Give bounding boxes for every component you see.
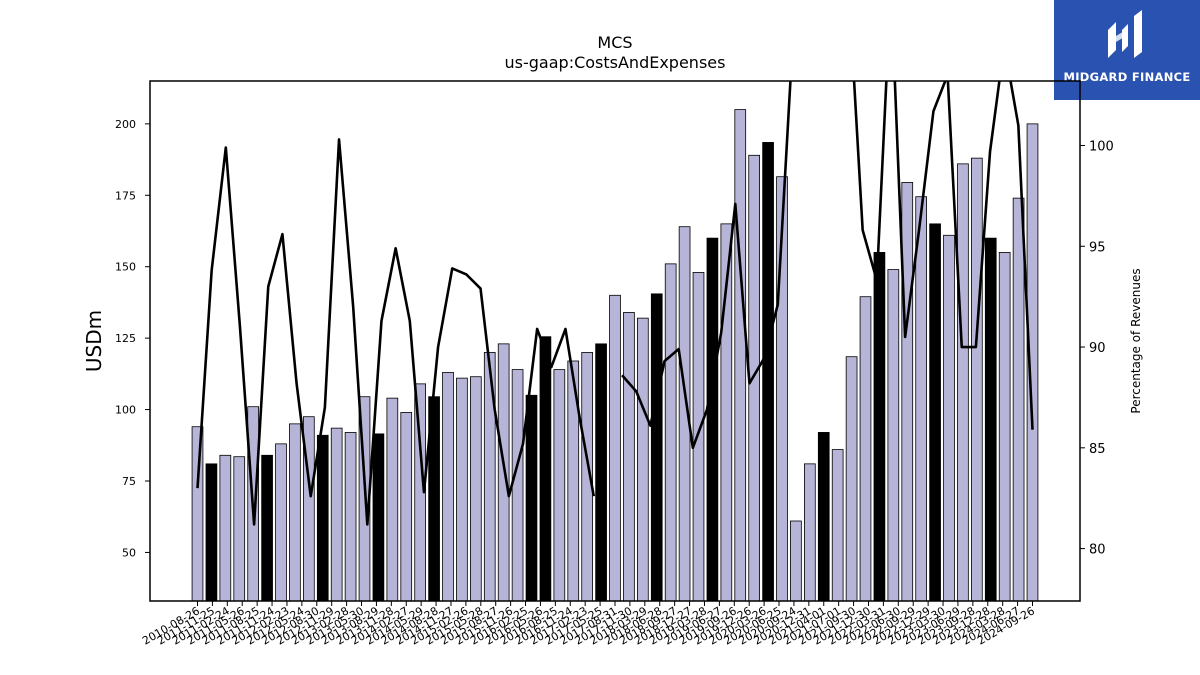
bar <box>553 369 566 602</box>
bar <box>873 252 886 602</box>
bar <box>845 356 858 602</box>
bar <box>289 423 301 602</box>
left-y-axis: 50 75 100 125 150 175 200 <box>115 118 150 559</box>
bar <box>692 272 705 602</box>
bar <box>664 263 677 602</box>
bar <box>595 343 607 602</box>
bar <box>261 454 273 602</box>
chart-title: MCS <box>597 33 632 52</box>
bar <box>790 520 802 602</box>
bar <box>539 336 552 602</box>
y-tick-label: 100 <box>115 404 136 417</box>
y2-tick-label: 90 <box>1089 341 1106 356</box>
bar <box>901 182 914 602</box>
line-series <box>196 81 1034 526</box>
y-tick-label: 200 <box>115 118 136 131</box>
bar <box>344 432 357 602</box>
y-tick-label: 150 <box>115 261 136 274</box>
bar <box>316 434 329 602</box>
x-axis: 2010-08-262011-11-252011-02-242011-05-26… <box>140 601 1037 648</box>
bar <box>456 377 468 602</box>
midgard-finance-logo: MIDGARD FINANCE <box>1054 0 1200 100</box>
bar <box>748 154 760 602</box>
y2-tick-label: 95 <box>1089 240 1106 255</box>
bar <box>470 376 482 602</box>
bar <box>511 369 524 602</box>
percentage-line <box>196 81 1034 526</box>
bar <box>831 449 844 602</box>
bar <box>233 456 246 602</box>
bar <box>275 443 287 602</box>
bar <box>637 317 649 602</box>
bar <box>442 372 454 602</box>
bar <box>762 142 774 602</box>
bar <box>817 432 830 602</box>
y2-axis-label: Percentage of Revenues <box>1129 268 1143 413</box>
bar <box>386 397 399 602</box>
bar <box>623 312 635 602</box>
y2-tick-label: 80 <box>1089 543 1106 558</box>
logo-text: MIDGARD FINANCE <box>1063 70 1191 84</box>
bar <box>957 163 969 602</box>
bar <box>859 296 872 602</box>
bar <box>706 237 719 602</box>
midgard-logo-icon <box>1108 10 1142 58</box>
bar <box>191 426 204 602</box>
bar <box>887 269 900 602</box>
bar <box>971 157 983 602</box>
y-axis-label: USDm <box>82 310 106 372</box>
bar <box>525 394 538 602</box>
bar <box>400 412 413 602</box>
bar <box>205 463 218 602</box>
bar-series <box>191 109 1039 602</box>
bar <box>330 427 343 602</box>
bar <box>372 433 385 602</box>
bar <box>650 293 663 602</box>
chart-subtitle: us-gaap:CostsAndExpenses <box>505 53 726 72</box>
bar <box>984 237 997 602</box>
y2-tick-label: 100 <box>1089 139 1114 154</box>
y-tick-label: 125 <box>115 332 136 345</box>
bar <box>219 454 232 602</box>
bar <box>1012 197 1025 602</box>
bar <box>915 196 927 602</box>
y-tick-label: 75 <box>122 475 136 488</box>
bar <box>943 234 955 602</box>
bar <box>998 252 1011 602</box>
y2-tick-label: 85 <box>1089 442 1106 457</box>
bar <box>929 223 941 602</box>
bar <box>609 294 621 602</box>
right-y-axis: 80 85 90 95 100 <box>1080 139 1114 558</box>
y-tick-label: 175 <box>115 189 136 202</box>
y-tick-label: 50 <box>122 546 136 559</box>
bar <box>734 109 747 602</box>
bar <box>804 463 816 602</box>
